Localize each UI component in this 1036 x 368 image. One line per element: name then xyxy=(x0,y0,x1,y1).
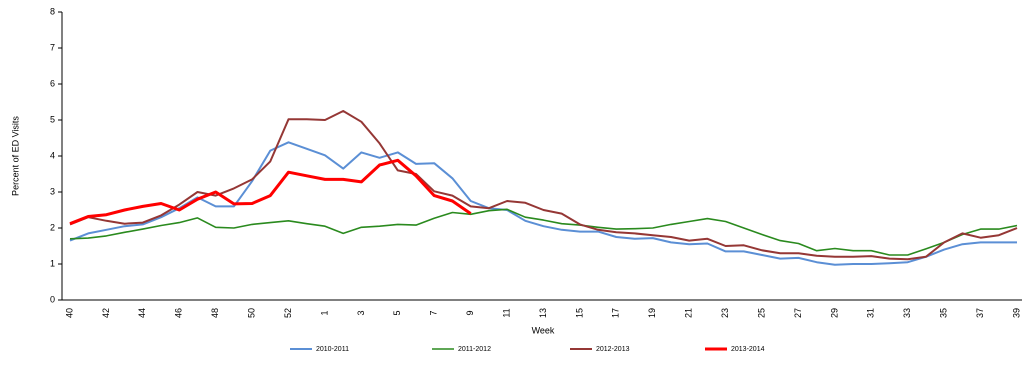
x-tick-label: 17 xyxy=(611,308,621,318)
line xyxy=(69,141,1017,266)
x-tick-label: 25 xyxy=(756,308,766,318)
x-tick-label: 1 xyxy=(319,310,329,315)
x-tick-label: 48 xyxy=(210,308,220,318)
x-axis-label: Week xyxy=(532,325,555,335)
x-tick-label: 3 xyxy=(356,310,366,315)
line xyxy=(69,158,472,226)
line xyxy=(69,110,1018,261)
x-tick-label: 21 xyxy=(684,308,694,318)
x-tick-label: 50 xyxy=(246,308,256,318)
x-tick-label: 19 xyxy=(647,308,657,318)
x-tick-label: 29 xyxy=(829,308,839,318)
x-tick-label: 52 xyxy=(283,308,293,318)
x-tick-label: 42 xyxy=(101,308,111,318)
x-tick-label: 35 xyxy=(939,308,949,318)
x-tick-label: 37 xyxy=(975,308,985,318)
x-tick-label: 40 xyxy=(64,308,74,318)
x-tick-label: 39 xyxy=(1011,308,1021,318)
x-tick-label: 11 xyxy=(501,308,511,317)
x-tick-label: 44 xyxy=(137,308,147,318)
x-tick-label: 7 xyxy=(429,310,439,315)
legend-label: 2012-2013 xyxy=(596,346,630,353)
y-tick-label: 8 xyxy=(50,6,55,16)
x-tick-label: 5 xyxy=(392,310,402,315)
y-axis-label: Percent of ED Visits xyxy=(10,116,20,196)
x-tick-label: 46 xyxy=(174,308,184,318)
x-tick-label: 27 xyxy=(793,308,803,318)
line xyxy=(69,208,1018,256)
y-tick-label: 3 xyxy=(50,186,55,196)
x-tick-label: 31 xyxy=(866,308,876,318)
x-tick-label: 33 xyxy=(902,308,912,318)
y-tick-label: 5 xyxy=(50,114,55,124)
legend-label: 2011-2012 xyxy=(458,346,491,353)
x-tick-label: 15 xyxy=(574,308,584,318)
y-tick-label: 6 xyxy=(50,78,55,88)
y-tick-label: 7 xyxy=(50,42,55,52)
y-tick-label: 2 xyxy=(50,222,55,232)
x-tick-label: 9 xyxy=(465,310,475,315)
legend-label: 2010-2011 xyxy=(316,346,349,353)
legend-label: 2013-2014 xyxy=(731,346,765,353)
x-tick-label: 23 xyxy=(720,308,730,318)
x-tick-label: 13 xyxy=(538,308,548,318)
y-tick-label: 4 xyxy=(50,150,55,160)
y-tick-label: 0 xyxy=(50,294,55,304)
y-tick-label: 1 xyxy=(50,258,55,268)
